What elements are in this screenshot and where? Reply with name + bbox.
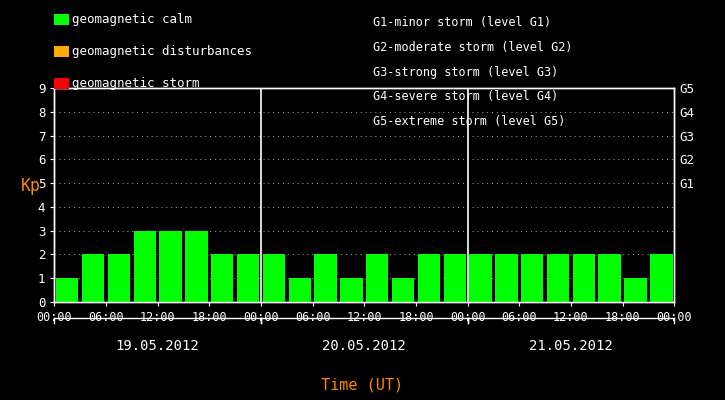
Text: geomagnetic storm: geomagnetic storm bbox=[72, 77, 200, 90]
Bar bbox=[211, 254, 233, 302]
Bar bbox=[160, 231, 182, 302]
Text: G4-severe storm (level G4): G4-severe storm (level G4) bbox=[373, 90, 559, 103]
Bar bbox=[289, 278, 311, 302]
Bar bbox=[624, 278, 647, 302]
Bar bbox=[133, 231, 156, 302]
Bar bbox=[185, 231, 207, 302]
Text: G1-minor storm (level G1): G1-minor storm (level G1) bbox=[373, 16, 552, 29]
Text: Time (UT): Time (UT) bbox=[321, 377, 404, 392]
Bar bbox=[315, 254, 336, 302]
Text: geomagnetic disturbances: geomagnetic disturbances bbox=[72, 45, 252, 58]
Bar bbox=[392, 278, 414, 302]
Bar bbox=[521, 254, 543, 302]
Bar bbox=[495, 254, 518, 302]
Text: 20.05.2012: 20.05.2012 bbox=[323, 339, 406, 353]
Bar bbox=[650, 254, 673, 302]
Bar bbox=[418, 254, 440, 302]
Bar bbox=[469, 254, 492, 302]
Bar bbox=[573, 254, 595, 302]
Text: 21.05.2012: 21.05.2012 bbox=[529, 339, 613, 353]
Text: 19.05.2012: 19.05.2012 bbox=[116, 339, 199, 353]
Bar bbox=[444, 254, 466, 302]
Bar bbox=[237, 254, 260, 302]
Bar bbox=[108, 254, 130, 302]
Bar bbox=[82, 254, 104, 302]
Y-axis label: Kp: Kp bbox=[21, 177, 41, 195]
Bar bbox=[56, 278, 78, 302]
Bar bbox=[366, 254, 389, 302]
Bar bbox=[599, 254, 621, 302]
Text: geomagnetic calm: geomagnetic calm bbox=[72, 13, 193, 26]
Bar bbox=[547, 254, 569, 302]
Bar bbox=[262, 254, 285, 302]
Text: G3-strong storm (level G3): G3-strong storm (level G3) bbox=[373, 66, 559, 78]
Text: G5-extreme storm (level G5): G5-extreme storm (level G5) bbox=[373, 115, 566, 128]
Text: G2-moderate storm (level G2): G2-moderate storm (level G2) bbox=[373, 41, 573, 54]
Bar bbox=[340, 278, 362, 302]
